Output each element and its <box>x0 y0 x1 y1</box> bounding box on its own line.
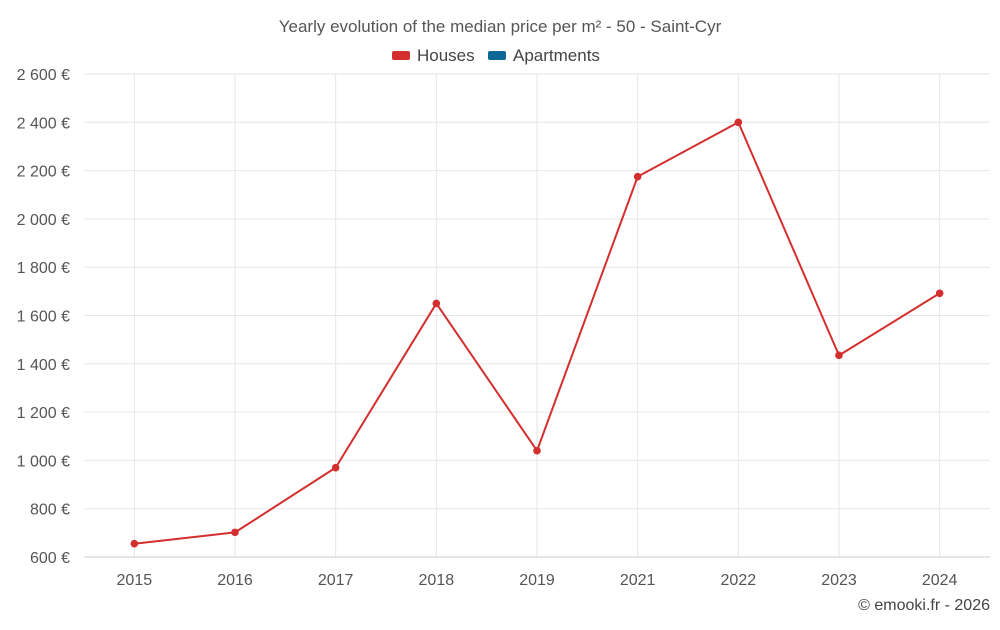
y-tick-label: 1 600 € <box>17 309 70 326</box>
x-tick-label: 2019 <box>519 572 555 589</box>
data-point[interactable] <box>533 446 541 455</box>
chart-title: Yearly evolution of the median price per… <box>279 17 722 36</box>
credit-text: © emooki.fr - 2026 <box>858 597 990 614</box>
y-tick-label: 2 200 € <box>17 164 70 181</box>
y-tick-label: 1 200 € <box>17 405 70 422</box>
data-point[interactable] <box>835 351 843 360</box>
y-tick-label: 1 800 € <box>17 260 70 277</box>
x-tick-label: 2018 <box>419 572 455 589</box>
legend-label-apartments: Apartments <box>513 46 600 65</box>
y-tick-label: 600 € <box>30 550 70 567</box>
legend-item-apartments[interactable]: Apartments <box>488 46 600 65</box>
y-tick-label: 2 600 € <box>17 67 70 84</box>
x-tick-label: 2021 <box>620 572 656 589</box>
x-tick-label: 2022 <box>721 572 757 589</box>
data-point[interactable] <box>231 528 239 537</box>
x-tick-label: 2017 <box>318 572 354 589</box>
data-point[interactable] <box>432 299 441 308</box>
x-tick-label: 2015 <box>117 572 153 589</box>
legend-swatch-houses <box>392 51 410 60</box>
legend-label-houses: Houses <box>417 46 475 65</box>
legend: Houses Apartments <box>392 46 600 65</box>
y-tick-label: 800 € <box>30 502 70 519</box>
y-tick-label: 1 400 € <box>17 357 70 374</box>
y-tick-label: 1 000 € <box>17 453 70 470</box>
grid <box>84 73 990 557</box>
data-point[interactable] <box>633 172 642 181</box>
data-point[interactable] <box>331 463 340 472</box>
data-point[interactable] <box>734 118 743 127</box>
x-tick-label: 2016 <box>217 572 253 589</box>
data-point[interactable] <box>130 539 139 548</box>
legend-item-houses[interactable]: Houses <box>392 46 475 65</box>
x-tick-label: 2024 <box>922 572 958 589</box>
data-point[interactable] <box>935 289 944 298</box>
y-tick-label: 2 400 € <box>17 115 70 132</box>
axes: 600 € 800 € 1 000 € 1 200 € 1 400 € 1 600 € 1 … <box>17 67 990 589</box>
series <box>130 118 944 548</box>
x-tick-label: 2023 <box>821 572 857 589</box>
legend-swatch-apartments <box>488 51 506 60</box>
y-tick-label: 2 000 € <box>17 212 70 229</box>
